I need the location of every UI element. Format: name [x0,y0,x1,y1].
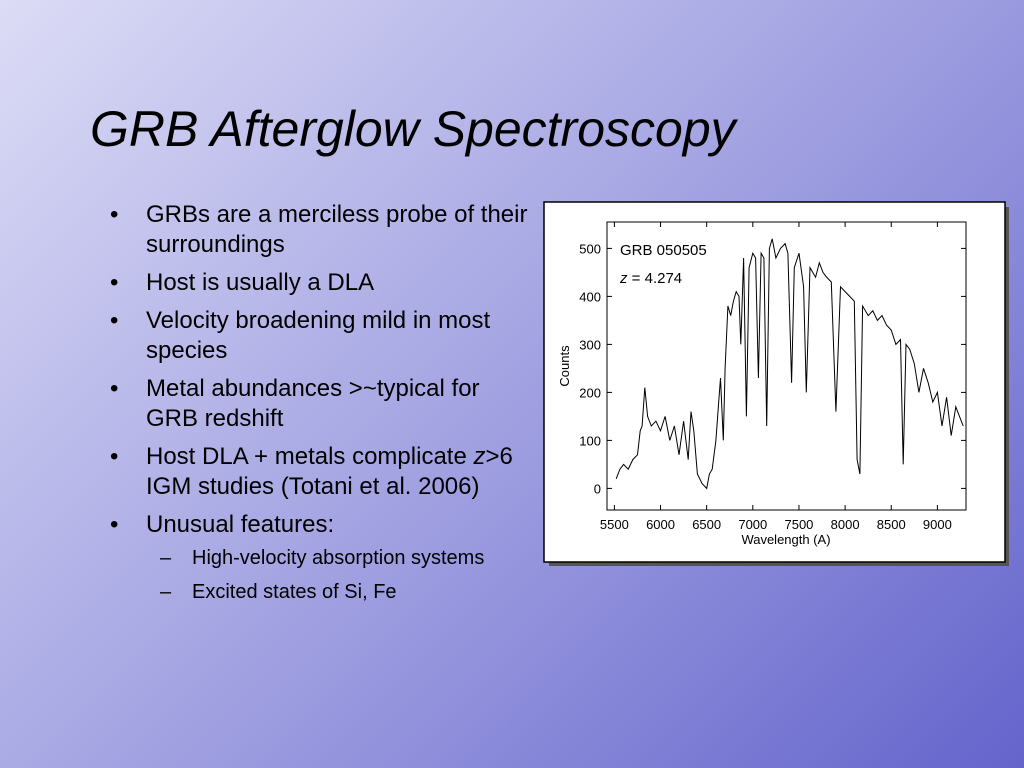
bullet-italic: z [473,443,486,470]
x-tick-label: 6000 [646,517,675,532]
x-tick-label: 8000 [831,517,860,532]
bullet-text: Unusual features: [146,511,335,538]
x-tick-label: 9000 [923,517,952,532]
bullet: Velocity broadening mild in most species [110,306,530,366]
bullet-text: Host DLA + metals complicate [146,443,467,470]
spectrum-line [615,238,964,490]
chart-title: GRB 050505 [620,242,707,259]
y-tick-label: 400 [579,289,601,304]
x-tick-label: 6500 [692,517,721,532]
y-tick-label: 0 [594,481,601,496]
figure-frame [543,201,1006,563]
bullet-list: GRBs are a merciless probe of their surr… [110,200,530,614]
x-axis-label: Wavelength (A) [741,532,830,547]
bullet-text: >6 IGM studies (Totani et al. 2006) [146,443,513,500]
x-tick-label: 5500 [600,517,629,532]
slide-title: GRB Afterglow Spectroscopy [90,101,736,157]
sub-bullet: High-velocity absorption systems [160,546,530,571]
annotation-variable: z [619,270,628,287]
plot-frame [606,221,967,511]
sub-bullet: Excited states of Si, Fe [160,580,530,605]
y-tick-label: 100 [579,433,601,448]
y-tick-label: 300 [579,337,601,352]
annotation-text: = 4.274 [632,270,682,287]
x-tick-label: 8500 [877,517,906,532]
bullet: Unusual features: High-velocity absorpti… [110,510,530,605]
x-tick-label: 7500 [784,517,813,532]
bullet: Host DLA + metals complicate z>6 IGM stu… [110,442,530,502]
bullet: Host is usually a DLA [110,268,530,298]
y-tick-label: 200 [579,385,601,400]
y-tick-label: 500 [579,241,601,256]
sub-bullet-list: High-velocity absorption systems Excited… [146,546,530,605]
x-tick-label: 7000 [738,517,767,532]
bullet: GRBs are a merciless probe of their surr… [110,200,530,260]
chart-annotation: z = 4.274 [619,270,682,287]
bullet: Metal abundances >~typical for GRB redsh… [110,374,530,434]
y-axis-label: Counts [557,345,572,387]
